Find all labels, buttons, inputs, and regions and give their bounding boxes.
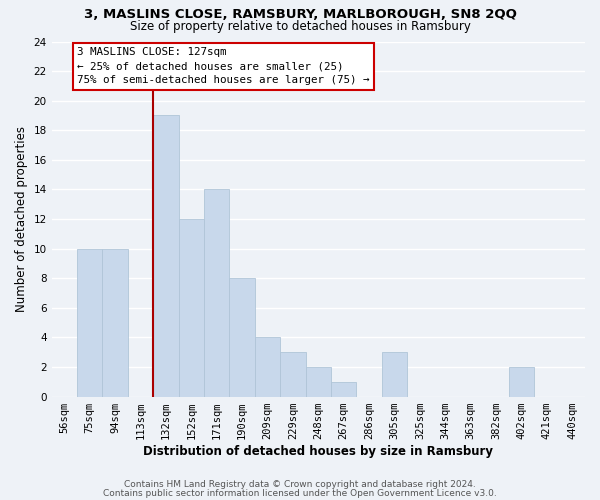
Bar: [255, 338, 280, 396]
Bar: [305, 367, 331, 396]
Bar: [77, 248, 103, 396]
Bar: [280, 352, 305, 397]
Bar: [204, 190, 229, 396]
Y-axis label: Number of detached properties: Number of detached properties: [15, 126, 28, 312]
Text: Size of property relative to detached houses in Ramsbury: Size of property relative to detached ho…: [130, 20, 470, 33]
Bar: [179, 219, 204, 396]
Bar: [331, 382, 356, 396]
Text: Contains HM Land Registry data © Crown copyright and database right 2024.: Contains HM Land Registry data © Crown c…: [124, 480, 476, 489]
Bar: [229, 278, 255, 396]
Text: Contains public sector information licensed under the Open Government Licence v3: Contains public sector information licen…: [103, 488, 497, 498]
Bar: [153, 116, 179, 396]
Text: 3, MASLINS CLOSE, RAMSBURY, MARLBOROUGH, SN8 2QQ: 3, MASLINS CLOSE, RAMSBURY, MARLBOROUGH,…: [83, 8, 517, 20]
Bar: [382, 352, 407, 397]
Bar: [103, 248, 128, 396]
Bar: [509, 367, 534, 396]
Text: 3 MASLINS CLOSE: 127sqm
← 25% of detached houses are smaller (25)
75% of semi-de: 3 MASLINS CLOSE: 127sqm ← 25% of detache…: [77, 48, 370, 86]
X-axis label: Distribution of detached houses by size in Ramsbury: Distribution of detached houses by size …: [143, 444, 493, 458]
